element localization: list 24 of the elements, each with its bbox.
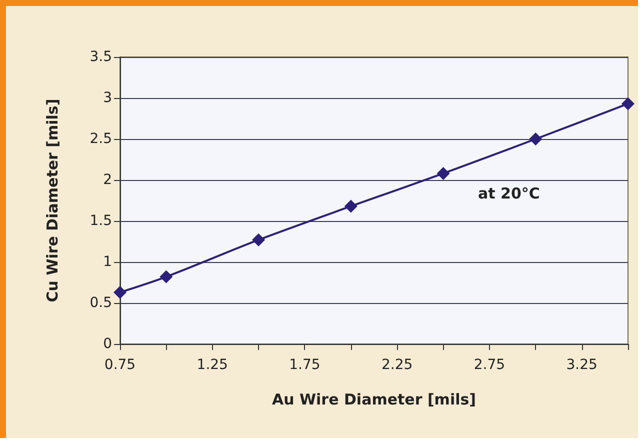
x-tick-label: 1.25 [196,357,228,373]
x-tick-label: 0.75 [104,357,136,373]
annotation: at 20°C [478,184,540,202]
x-tick-label: 2.25 [382,357,413,373]
point [344,200,358,213]
point [252,233,266,246]
y-tick-label: 1 [103,254,112,270]
y-tick-label: 2 [103,172,112,188]
x-tick-label: 3.25 [566,357,598,373]
y-tick-label: 2.5 [90,131,112,147]
point [114,286,126,299]
y-axis-title: Cu Wire Diameter [mils] [44,98,62,302]
point [436,166,450,180]
y-tick-label: 0.5 [90,295,112,311]
x-tick-label: 2.75 [474,357,506,373]
y-tick-label: 3 [103,90,112,106]
point [160,270,173,284]
point [622,97,634,110]
y-tick-label: 1.5 [90,213,112,229]
x-tick-label: 1.75 [289,357,320,373]
y-tick-label: 3.5 [90,49,112,65]
x-axis-title: Au Wire Diameter [mils] [272,390,476,408]
y-tick-label: 0 [103,336,112,352]
point [529,132,542,146]
